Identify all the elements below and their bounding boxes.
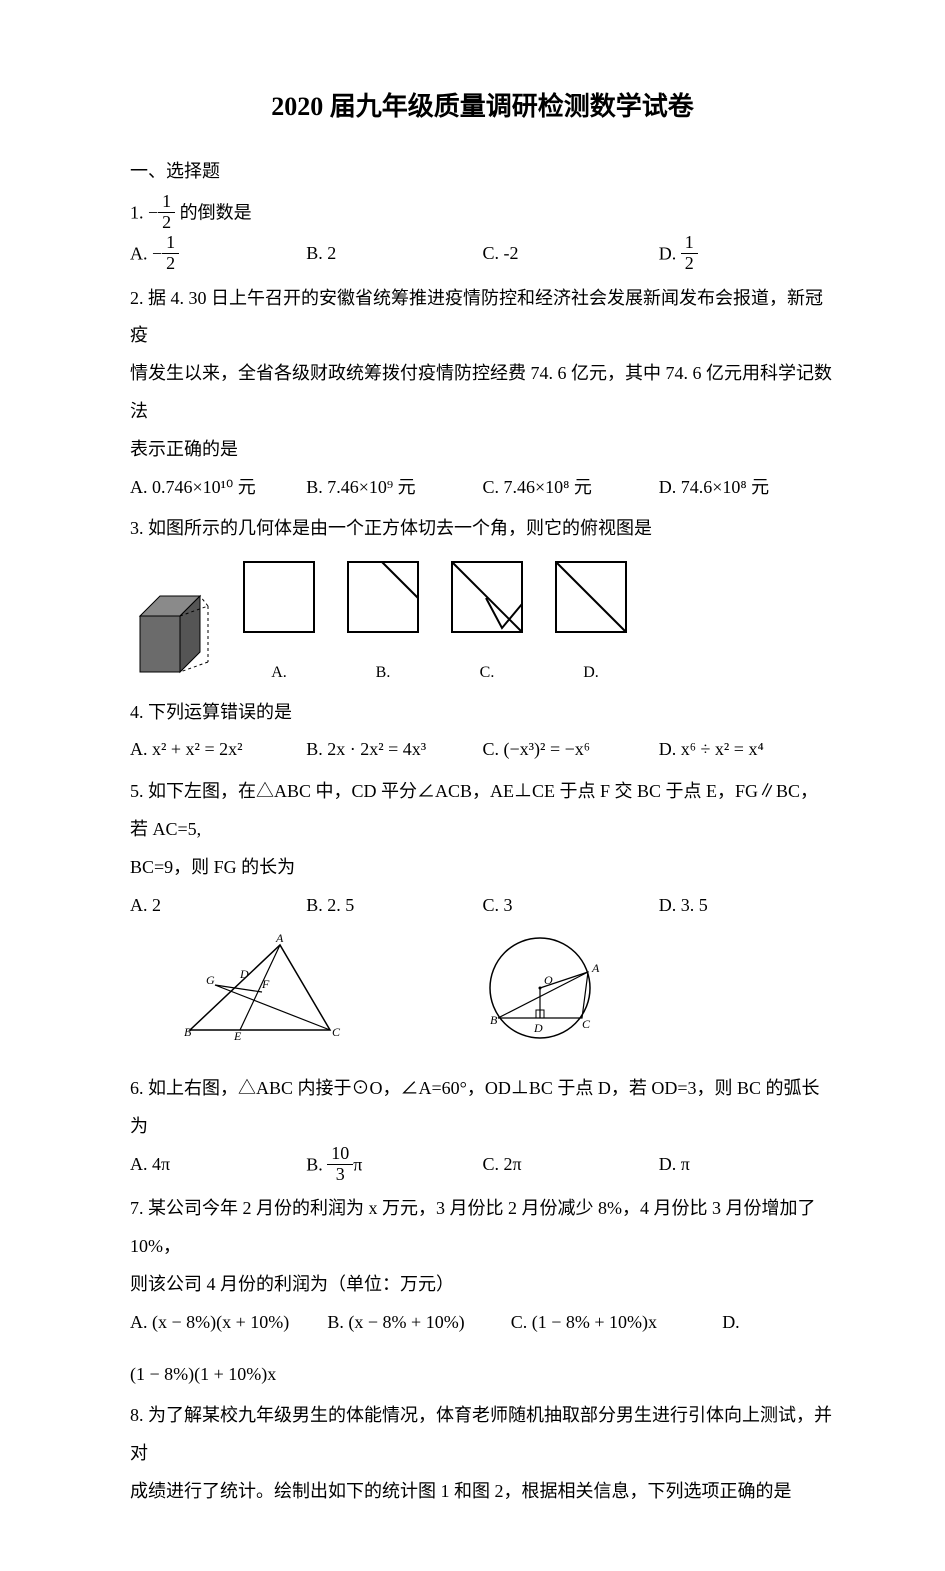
q2-line3: 表示正确的是 (130, 431, 835, 469)
q6-opt-d: D. π (659, 1146, 835, 1187)
q2-line2: 情发生以来，全省各级财政统筹拨付疫情防控经费 74. 6 亿元，其中 74. 6… (130, 355, 835, 431)
question-3: 3. 如图所示的几何体是由一个正方体切去一个角，则它的俯视图是 (130, 510, 835, 548)
q5q6-figures: A B C E G D F O A B C D (170, 930, 835, 1064)
q2-opt-a: A. 0.746×10¹⁰ 元 (130, 469, 306, 507)
q1-opt-a: A. −12 (130, 235, 306, 276)
q2-opt-d: D. 74.6×10⁸ 元 (659, 469, 835, 507)
q1-suffix: 的倒数是 (175, 203, 252, 223)
q4-options: A. x² + x² = 2x² B. 2x · 2x² = 4x³ C. (−… (130, 731, 835, 769)
circle-figure-icon: O A B C D (470, 930, 610, 1064)
q7-opt-a: A. (x − 8%)(x + 10%) (130, 1304, 327, 1342)
q1-options: A. −12 B. 2 C. -2 D. 12 (130, 235, 835, 276)
question-1: 1. −12 的倒数是 (130, 194, 835, 235)
q8-line1: 8. 为了解某校九年级男生的体能情况，体育老师随机抽取部分男生进行引体向上测试，… (130, 1397, 835, 1473)
q6-opt-b: B. 103π (306, 1146, 482, 1187)
q7-line2: 则该公司 4 月份的利润为（单位：万元） (130, 1266, 835, 1304)
section-heading: 一、选择题 (130, 153, 835, 191)
svg-text:E: E (233, 1029, 242, 1040)
q5-line2: BC=9，则 FG 的长为 (130, 849, 835, 887)
q1-opt-d: D. 12 (659, 235, 835, 276)
triangle-figure-icon: A B C E G D F (170, 930, 350, 1064)
svg-text:B: B (184, 1025, 192, 1039)
q3-figure-row: A. B. C. D. (130, 556, 835, 689)
q2-opt-c: C. 7.46×10⁸ 元 (483, 469, 659, 507)
svg-text:A: A (275, 931, 284, 945)
q7-opt-b: B. (x − 8% + 10%) (327, 1304, 510, 1342)
q1-opt-c: C. -2 (483, 235, 659, 276)
q5-options: A. 2 B. 2. 5 C. 3 D. 3. 5 (130, 887, 835, 925)
q2-options: A. 0.746×10¹⁰ 元 B. 7.46×10⁹ 元 C. 7.46×10… (130, 469, 835, 507)
question-5: 5. 如下左图，在△ABC 中，CD 平分∠ACB，AE⊥CE 于点 F 交 B… (130, 773, 835, 886)
q3-solid-icon (130, 586, 216, 690)
q7-options: A. (x − 8%)(x + 10%) B. (x − 8% + 10%) C… (130, 1304, 835, 1342)
svg-text:O: O (544, 973, 553, 987)
q5-opt-a: A. 2 (130, 887, 306, 925)
q6-opt-c: C. 2π (483, 1146, 659, 1187)
svg-text:C: C (332, 1025, 341, 1039)
svg-text:B: B (490, 1013, 498, 1027)
q1-opt-b: B. 2 (306, 235, 482, 276)
question-2: 2. 据 4. 30 日上午召开的安徽省统筹推进疫情防控和经济社会发展新闻发布会… (130, 280, 835, 469)
svg-text:D: D (239, 967, 249, 981)
svg-text:A: A (591, 961, 600, 975)
q4-opt-a: A. x² + x² = 2x² (130, 731, 306, 769)
q5-opt-c: C. 3 (483, 887, 659, 925)
q4-opt-b: B. 2x · 2x² = 4x³ (306, 731, 482, 769)
exam-page: 2020 届九年级质量调研检测数学试卷 一、选择题 1. −12 的倒数是 A.… (0, 0, 945, 1571)
svg-text:C: C (582, 1017, 591, 1031)
q2-opt-b: B. 7.46×10⁹ 元 (306, 469, 482, 507)
svg-text:D: D (533, 1021, 543, 1035)
q5-opt-b: B. 2. 5 (306, 887, 482, 925)
question-7: 7. 某公司今年 2 月份的利润为 x 万元，3 月份比 2 月份减少 8%，4… (130, 1190, 835, 1303)
question-6: 6. 如上右图，△ABC 内接于⊙O，∠A=60°，OD⊥BC 于点 D，若 O… (130, 1070, 835, 1146)
q1-fraction: 12 (158, 192, 175, 233)
svg-text:F: F (261, 977, 270, 991)
q7-opt-d: D. (722, 1304, 793, 1342)
q4-opt-c: C. (−x³)² = −x⁶ (483, 731, 659, 769)
question-8: 8. 为了解某校九年级男生的体能情况，体育老师随机抽取部分男生进行引体向上测试，… (130, 1397, 835, 1510)
svg-text:G: G (206, 973, 215, 987)
q8-line2: 成绩进行了统计。绘制出如下的统计图 1 和图 2，根据相关信息，下列选项正确的是 (130, 1473, 835, 1511)
q5-line1: 5. 如下左图，在△ABC 中，CD 平分∠ACB，AE⊥CE 于点 F 交 B… (130, 773, 835, 849)
q1-minus: − (148, 203, 158, 223)
q3-opt-a-icon: A. (238, 556, 320, 689)
q7-opt-c: C. (1 − 8% + 10%)x (511, 1304, 723, 1342)
q7-opt-d-cont: (1 − 8%)(1 + 10%)x (130, 1356, 835, 1394)
q6-options: A. 4π B. 103π C. 2π D. π (130, 1146, 835, 1187)
question-4: 4. 下列运算错误的是 (130, 694, 835, 732)
q4-opt-d: D. x⁶ ÷ x² = x⁴ (659, 731, 835, 769)
q7-line1: 7. 某公司今年 2 月份的利润为 x 万元，3 月份比 2 月份减少 8%，4… (130, 1190, 835, 1266)
page-title: 2020 届九年级质量调研检测数学试卷 (130, 80, 835, 135)
q2-line1: 2. 据 4. 30 日上午召开的安徽省统筹推进疫情防控和经济社会发展新闻发布会… (130, 280, 835, 356)
q5-opt-d: D. 3. 5 (659, 887, 835, 925)
q3-opt-d-icon: D. (550, 556, 632, 689)
q3-opt-b-icon: B. (342, 556, 424, 689)
q3-opt-c-icon: C. (446, 556, 528, 689)
q6-opt-a: A. 4π (130, 1146, 306, 1187)
q1-prefix: 1. (130, 203, 148, 223)
